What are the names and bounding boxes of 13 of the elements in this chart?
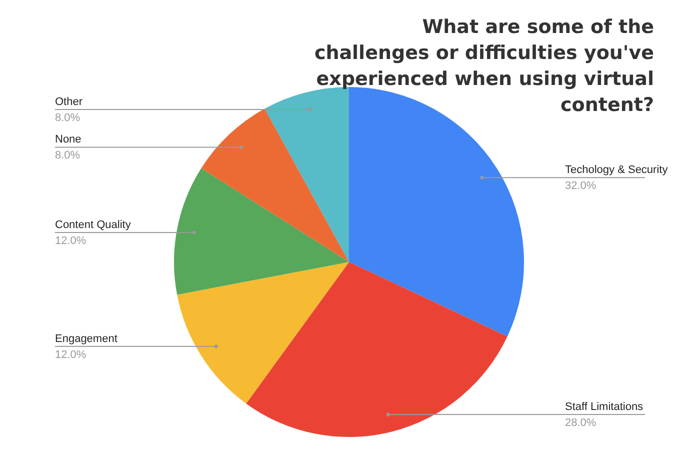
slice-label: None (55, 134, 82, 146)
data-label: 32.0% (565, 180, 596, 192)
slice-label: Engagement (55, 332, 118, 345)
slice-label: Staff Limitations (565, 401, 644, 414)
slice-label: Techology & Security (565, 164, 668, 176)
data-label: 8.0% (55, 150, 80, 162)
data-label: 12.0% (55, 348, 86, 361)
data-label: 8.0% (55, 112, 80, 124)
data-label: 28.0% (565, 417, 596, 430)
slice-label: Other (55, 96, 83, 108)
chart-title: What are some of the challenges or difficulties you've experienced when using virtual content? (313, 15, 654, 118)
data-label: 12.0% (55, 235, 86, 248)
slice-label: Content Quality (55, 219, 132, 232)
